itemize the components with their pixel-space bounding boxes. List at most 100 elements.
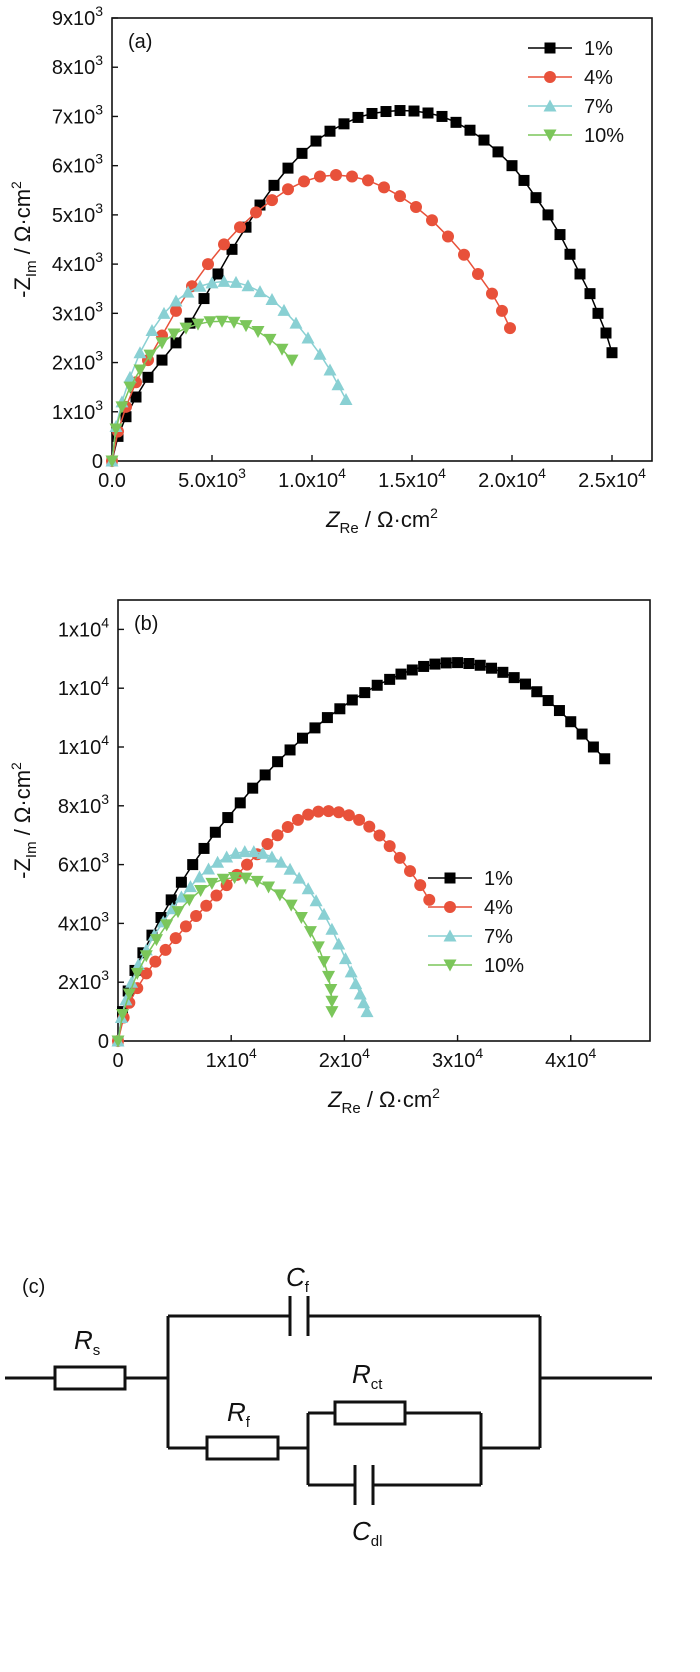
legend-entry-1pct: 1% [584,38,613,60]
data-point [205,276,219,289]
data-point [133,364,147,377]
legend-marker [543,129,557,142]
legend: 1% 4% 7% 10% [528,38,624,147]
data-point [215,315,229,328]
data-point [301,331,315,344]
data-point [530,192,542,204]
data-point [496,304,508,317]
data-point [383,840,396,853]
data-point [256,846,270,859]
data-point [209,826,221,838]
data-point [564,248,576,260]
data-point [284,899,298,912]
data-point [344,965,358,978]
data-point [282,183,294,196]
y-tick-label: 3x103 [52,298,103,325]
y-tick-label: 1x104 [58,732,109,759]
data-point [283,862,297,875]
data-point [169,932,182,945]
data-point [606,347,618,359]
data-point [317,907,331,920]
x-tick-label: 1.0x104 [278,465,346,492]
data-point [131,958,145,971]
data-point [156,354,168,366]
y-tick-label: 8x103 [52,52,103,79]
data-point [210,889,223,902]
data-point [410,201,422,214]
data-point [200,899,213,912]
data-point [472,267,484,280]
legend-marker [444,901,456,913]
data-point [217,274,231,287]
data-point [309,894,323,907]
data-point [450,116,462,128]
data-point [565,716,577,728]
data-point [342,809,355,822]
series-line-1pct [117,661,606,1042]
data-point [182,894,196,907]
data-point [194,884,208,897]
x-tick-label: 2.5x104 [578,465,646,492]
data-point [324,984,338,997]
capacitor-cf [288,1296,310,1336]
data-point [109,423,123,436]
panel-label: (b) [134,613,158,635]
data-point [322,970,336,983]
data-point [317,956,331,969]
data-point [592,307,604,319]
data-point [296,147,308,159]
data-point [262,881,276,894]
data-point [311,941,325,954]
label-rct: Rct [352,1359,383,1393]
x-tick-label: 2x104 [319,1045,370,1072]
data-point [265,850,279,863]
data-point [227,316,241,329]
legend-entry-4pct: 4% [584,67,613,89]
data-point [203,316,217,329]
data-point [174,890,188,903]
data-point [292,871,306,884]
data-point [234,221,246,234]
data-point [294,912,308,925]
label-rf: Rf [227,1397,251,1431]
data-point [291,813,304,826]
legend-marker [543,99,557,112]
data-point [275,343,289,356]
data-point [190,910,203,923]
data-point [542,695,554,707]
data-point [429,658,441,670]
data-point [352,111,364,123]
data-point [395,668,407,680]
legend-marker [544,71,556,83]
y-tick-label: 6x103 [58,850,109,877]
data-point [116,1009,130,1022]
data-point [251,326,265,339]
data-point [130,967,144,980]
data-point [120,411,132,423]
data-point [312,805,325,818]
label-rs: Rs [74,1325,100,1359]
data-point [115,401,129,414]
data-point [193,279,207,292]
data-point [254,199,266,211]
data-point [486,662,498,674]
data-point [384,673,396,685]
data-point [584,288,596,300]
y-axis-label: -ZIm / Ω·cm2 [8,762,40,879]
data-point [325,922,339,935]
data-point [272,756,284,768]
y-tick-label: 1x104 [58,614,109,641]
data-point [554,229,566,241]
data-point [179,920,192,933]
chart-panel-b: 0 1x104 2x104 3x104 4x104 0 2x103 4x103 6x103 8x1… [8,599,651,1117]
data-point [169,294,183,307]
data-point [198,293,210,305]
legend-entry-7pct: 7% [584,96,613,118]
data-point [531,686,543,698]
data-point [241,279,255,292]
data-point [297,732,309,744]
circuit-wires [5,1314,652,1487]
data-point [339,952,353,965]
data-point [239,872,253,885]
data-point [373,829,386,842]
